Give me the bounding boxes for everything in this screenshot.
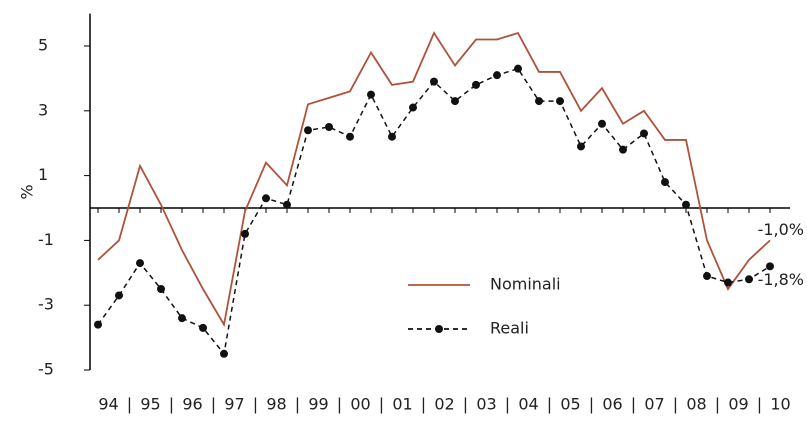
- data-point: [514, 64, 522, 73]
- x-tick-separator: |: [757, 395, 762, 414]
- y-tick-label: 1: [38, 165, 48, 184]
- x-tick-label: 00: [350, 395, 370, 414]
- data-point: [304, 126, 312, 135]
- x-tick-separator: |: [253, 395, 258, 414]
- x-tick-separator: |: [631, 395, 636, 414]
- data-point: [493, 71, 501, 80]
- x-tick-separator: |: [505, 395, 510, 414]
- x-tick-separator: |: [169, 395, 174, 414]
- data-point: [367, 90, 375, 99]
- x-tick-label: 97: [224, 395, 244, 414]
- data-point: [409, 103, 417, 112]
- data-point: [745, 275, 753, 284]
- x-tick-label: 08: [686, 395, 706, 414]
- data-point: [115, 291, 123, 300]
- data-point: [640, 129, 648, 138]
- data-point: [766, 262, 774, 271]
- data-point: [199, 323, 207, 332]
- x-tick-separator: |: [421, 395, 426, 414]
- x-tick-label: 98: [266, 395, 286, 414]
- x-tick-label: 95: [140, 395, 160, 414]
- x-tick-label: 03: [476, 395, 496, 414]
- y-tick-label: -1: [38, 230, 54, 249]
- x-tick-label: 06: [602, 395, 622, 414]
- legend-marker: [435, 325, 443, 333]
- y-tick-label: -3: [38, 295, 54, 314]
- data-point: [388, 132, 396, 141]
- data-point: [94, 320, 102, 329]
- x-tick-label: 01: [392, 395, 412, 414]
- data-point: [325, 123, 333, 131]
- data-point: [262, 194, 270, 203]
- x-tick-separator: |: [715, 395, 720, 414]
- x-tick-separator: |: [589, 395, 594, 414]
- x-tick-label: 02: [434, 395, 454, 414]
- y-axis-label: %: [18, 184, 37, 199]
- x-tick-separator: |: [673, 395, 678, 414]
- y-tick-label: 3: [38, 100, 48, 119]
- data-point: [682, 200, 690, 209]
- data-point: [556, 97, 564, 106]
- data-point: [661, 178, 669, 187]
- x-tick-separator: |: [547, 395, 552, 414]
- y-tick-label: 5: [38, 36, 48, 55]
- x-tick-label: 99: [308, 395, 328, 414]
- data-point: [724, 278, 732, 287]
- legend-label: Reali: [490, 319, 529, 338]
- data-point: [241, 229, 249, 238]
- data-point: [220, 349, 228, 358]
- legend-label: Nominali: [490, 275, 561, 294]
- series-line: [97, 31, 771, 328]
- data-point: [178, 314, 186, 323]
- x-tick-separator: |: [127, 395, 132, 414]
- data-point: [430, 77, 438, 86]
- x-tick-label: 09: [728, 395, 748, 414]
- x-tick-label: 96: [182, 395, 202, 414]
- x-tick-label: 94: [98, 395, 118, 414]
- data-point: [346, 132, 354, 141]
- x-tick-label: 10: [770, 395, 790, 414]
- data-point: [472, 80, 480, 89]
- annotation: -1,8%: [758, 270, 804, 289]
- data-point: [535, 97, 543, 106]
- x-tick-separator: |: [463, 395, 468, 414]
- data-point: [598, 119, 606, 128]
- x-tick-separator: |: [379, 395, 384, 414]
- x-tick-separator: |: [337, 395, 342, 414]
- x-tick-label: 04: [518, 395, 538, 414]
- y-tick-label: -5: [38, 360, 54, 379]
- x-tick-separator: |: [211, 395, 216, 414]
- x-tick-separator: |: [295, 395, 300, 414]
- data-point: [703, 272, 711, 281]
- data-point: [157, 285, 165, 293]
- x-tick-label: 07: [644, 395, 664, 414]
- data-point: [451, 97, 459, 106]
- data-point: [619, 145, 627, 154]
- data-point: [136, 259, 144, 268]
- x-tick-label: 05: [560, 395, 580, 414]
- data-point: [283, 200, 291, 209]
- annotation: -1,0%: [758, 220, 804, 239]
- data-point: [577, 142, 585, 151]
